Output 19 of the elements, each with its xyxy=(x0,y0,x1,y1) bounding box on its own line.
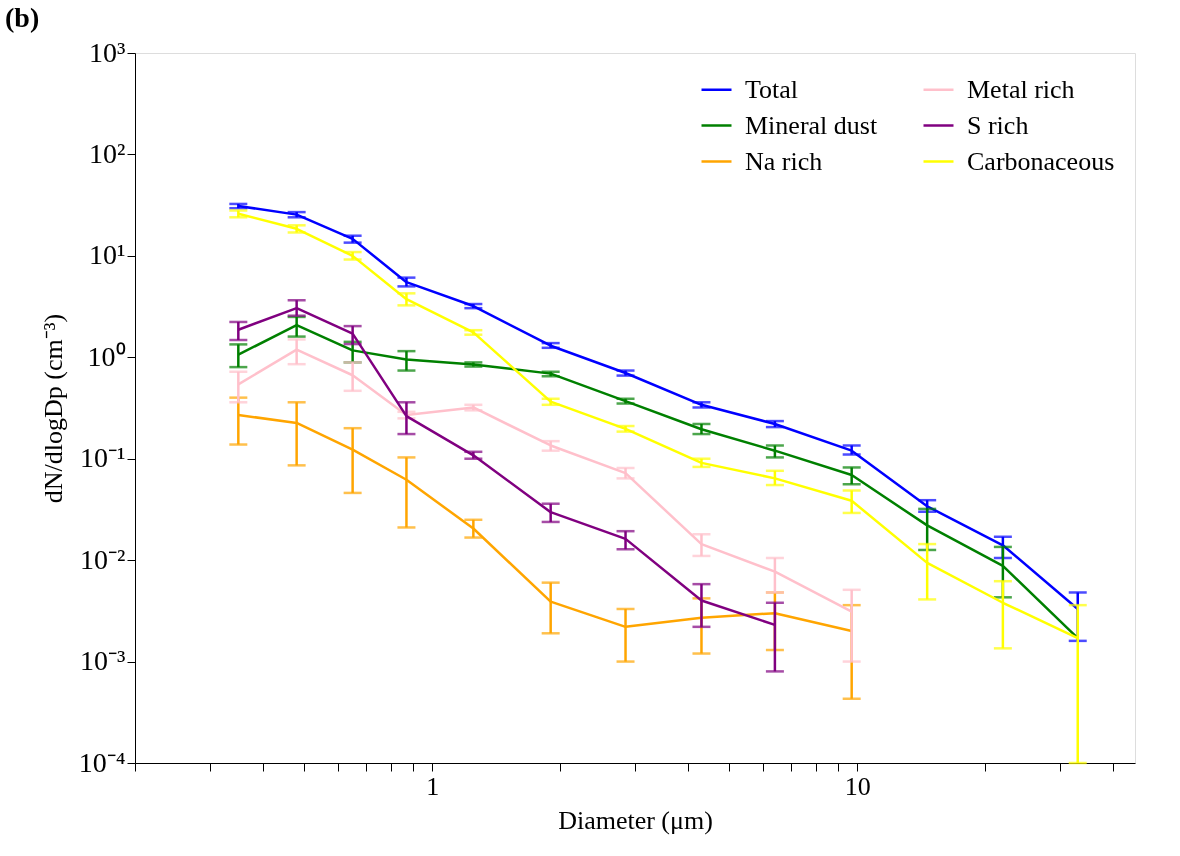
y-tick-label: 10⁻³ xyxy=(80,645,126,677)
y-tick-label: 10⁻¹ xyxy=(80,442,126,474)
y-tick-label: 10⁻² xyxy=(80,543,126,575)
y-tick-label: 10¹ xyxy=(89,239,126,271)
y-axis-title: dN/dlogDp (cm⁻³) xyxy=(38,313,68,504)
legend-label: Mineral dust xyxy=(745,110,878,140)
y-tick-label: 10⁻⁴ xyxy=(78,746,126,778)
x-tick-label: 1 xyxy=(426,771,440,801)
y-tick-label: 10² xyxy=(89,137,126,169)
legend-label: Metal rich xyxy=(967,74,1075,104)
y-tick-label: 10³ xyxy=(89,36,126,68)
y-tick-label: 10⁰ xyxy=(87,340,126,372)
chart-title: (b) xyxy=(5,2,40,33)
legend-label: Total xyxy=(745,74,799,104)
legend-label: Carbonaceous xyxy=(967,146,1115,176)
legend-label: S rich xyxy=(967,110,1029,140)
x-tick-label: 10 xyxy=(844,771,871,801)
legend-label: Na rich xyxy=(745,146,823,176)
x-axis-title: Diameter (μm) xyxy=(558,805,713,835)
